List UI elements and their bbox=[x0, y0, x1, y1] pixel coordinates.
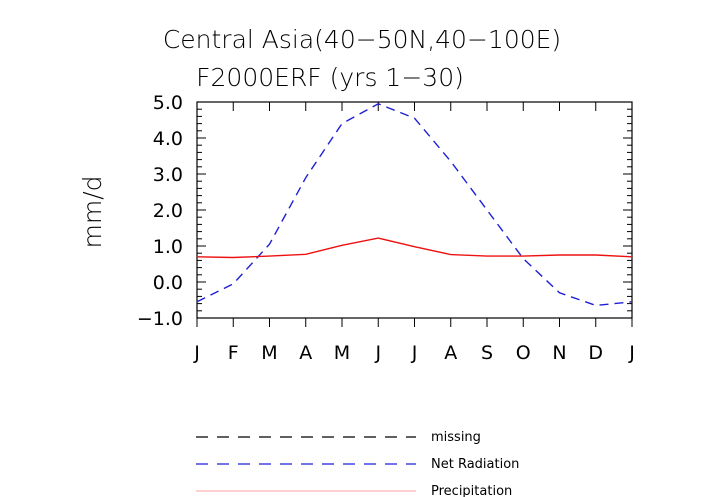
x-tick-label: M bbox=[334, 342, 350, 364]
x-tick-label: J bbox=[628, 342, 635, 364]
x-tick-label: J bbox=[411, 342, 418, 364]
y-tick-label: 5.0 bbox=[153, 92, 183, 114]
x-tick-label: M bbox=[261, 342, 277, 364]
plot-area: 5.04.03.02.01.00.0−1.0J F M A M J J A S O N D J bbox=[137, 92, 635, 364]
x-tick-label: J bbox=[374, 342, 381, 364]
x-tick-label: A bbox=[444, 342, 457, 364]
series-line-net-radiation bbox=[196, 103, 633, 307]
chart-title: Central Asia(40−50N,40−100E) bbox=[163, 25, 561, 54]
x-tick-label: F bbox=[228, 342, 239, 364]
y-tick-label: −1.0 bbox=[137, 308, 183, 330]
legend-label-net-radiation: Net Radiation bbox=[431, 457, 519, 472]
x-tick-label: O bbox=[516, 342, 531, 364]
x-tick-label: J bbox=[193, 342, 200, 364]
y-axis-label: mm/d bbox=[78, 176, 107, 249]
legend-label-missing: missing bbox=[431, 430, 481, 445]
x-tick-label: D bbox=[588, 342, 603, 364]
y-tick-label: 2.0 bbox=[153, 200, 183, 222]
y-tick-label: 0.0 bbox=[153, 272, 183, 294]
y-tick-label: 1.0 bbox=[153, 236, 183, 258]
y-tick-label: 4.0 bbox=[153, 128, 183, 150]
legend: missing Net Radiation Precipitation bbox=[196, 430, 519, 497]
x-tick-label: N bbox=[552, 342, 566, 364]
x-tick-label: A bbox=[299, 342, 312, 364]
legend-label-precipitation: Precipitation bbox=[431, 484, 512, 497]
chart-subtitle: F2000ERF (yrs 1−30) bbox=[196, 63, 464, 92]
y-tick-label: 3.0 bbox=[153, 164, 183, 186]
series-line-precipitation bbox=[196, 237, 633, 259]
plot-frame bbox=[196, 101, 633, 319]
x-tick-label: S bbox=[481, 342, 493, 364]
